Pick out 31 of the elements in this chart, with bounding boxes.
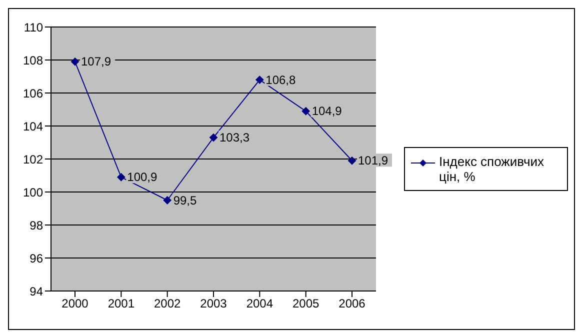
- data-label: 103,3: [220, 130, 250, 145]
- y-tick-label: 106: [22, 86, 44, 100]
- y-tick-label: 108: [22, 53, 44, 68]
- point: [348, 156, 356, 165]
- data-label: 101,9: [358, 154, 388, 168]
- data-label: 100,9: [127, 170, 158, 184]
- point: [302, 107, 310, 116]
- x-tick-label: 2005: [292, 296, 320, 311]
- x-tick-label: 2006: [338, 296, 366, 311]
- y-tick-label: 94: [30, 284, 44, 298]
- y-tick-label: 100: [22, 185, 44, 200]
- point: [71, 58, 79, 66]
- data-label: 99,5: [173, 193, 198, 208]
- x-tick-label: 2004: [246, 296, 274, 311]
- x-tick-label: 2002: [154, 296, 182, 311]
- data-label: 107,9: [81, 54, 112, 69]
- y-tick-label: 98: [30, 218, 44, 232]
- x-tick-label: 2001: [108, 296, 135, 311]
- point: [256, 76, 264, 84]
- y-tick-label: 96: [30, 251, 44, 266]
- point: [117, 173, 126, 182]
- point: [163, 196, 172, 204]
- y-tick-label: 102: [22, 152, 44, 166]
- x-tick-label: 2003: [200, 296, 228, 311]
- legend-label: Індекс споживчих цін, %: [439, 154, 545, 184]
- point: [210, 134, 218, 142]
- data-label: 106,8: [266, 72, 296, 87]
- data-label: 104,9: [312, 104, 342, 118]
- x-tick-label: 2000: [62, 296, 89, 311]
- y-tick-label: 110: [24, 20, 44, 34]
- y-tick-label: 104: [22, 119, 44, 134]
